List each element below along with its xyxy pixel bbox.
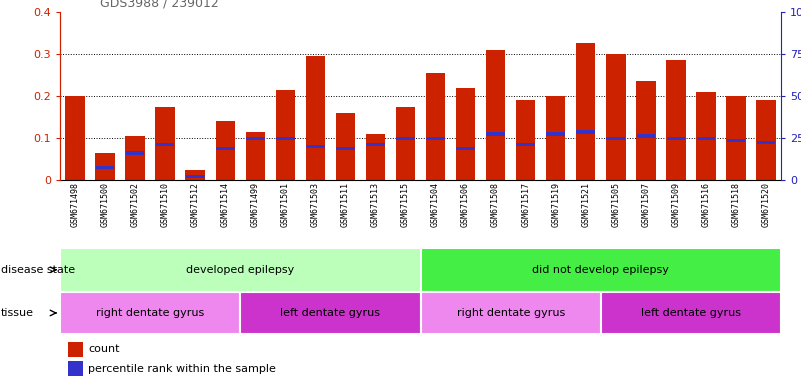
Bar (240, 292, 421, 334)
Text: GSM671517: GSM671517 (521, 182, 530, 227)
Bar (215, 121, 235, 180)
Bar (276, 137, 295, 140)
Text: GSM671521: GSM671521 (582, 182, 590, 227)
Bar (486, 132, 505, 136)
Text: GSM671510: GSM671510 (161, 182, 170, 227)
Text: disease state: disease state (1, 265, 75, 275)
Text: left dentate gyrus: left dentate gyrus (280, 308, 380, 318)
Bar (336, 113, 355, 180)
Bar (606, 137, 625, 140)
Bar (756, 100, 775, 180)
Text: GSM671520: GSM671520 (762, 182, 771, 227)
Bar (601, 292, 781, 334)
Bar (577, 130, 595, 134)
Bar (546, 132, 565, 136)
Bar (516, 100, 535, 180)
Text: GSM671513: GSM671513 (371, 182, 380, 227)
Bar (546, 96, 566, 180)
Bar (366, 134, 385, 180)
Bar (636, 81, 655, 180)
Bar (96, 166, 115, 169)
Bar (306, 145, 324, 148)
Bar (456, 88, 475, 180)
Bar (246, 137, 264, 140)
Text: right dentate gyrus: right dentate gyrus (457, 308, 565, 318)
Text: GSM671498: GSM671498 (70, 182, 79, 227)
Bar (727, 139, 745, 142)
Text: GSM671519: GSM671519 (551, 182, 560, 227)
Bar (486, 50, 505, 180)
Text: GSM671502: GSM671502 (131, 182, 139, 227)
Bar (396, 107, 415, 180)
Bar (666, 60, 686, 180)
Text: right dentate gyrus: right dentate gyrus (96, 308, 204, 318)
Text: GSM671500: GSM671500 (101, 182, 110, 227)
Text: left dentate gyrus: left dentate gyrus (641, 308, 741, 318)
Bar (421, 248, 781, 292)
Bar (576, 43, 595, 180)
Bar (155, 107, 175, 180)
Bar (126, 151, 144, 155)
Bar (396, 137, 415, 140)
Text: tissue: tissue (1, 308, 34, 318)
Bar (696, 92, 715, 180)
Text: count: count (88, 344, 119, 354)
Bar (457, 147, 475, 151)
Bar (306, 56, 325, 180)
Text: GSM671511: GSM671511 (341, 182, 350, 227)
Bar (666, 137, 685, 140)
Text: did not develop epilepsy: did not develop epilepsy (533, 265, 669, 275)
Bar (186, 170, 205, 180)
Bar (637, 134, 655, 138)
Bar (697, 137, 715, 140)
Bar (606, 54, 626, 180)
Text: developed epilepsy: developed epilepsy (186, 265, 295, 275)
Text: GSM671514: GSM671514 (221, 182, 230, 227)
Text: GSM671505: GSM671505 (611, 182, 620, 227)
Bar (757, 141, 775, 144)
Text: GSM671512: GSM671512 (191, 182, 199, 227)
Bar (126, 136, 145, 180)
Bar (727, 96, 746, 180)
Text: GDS3988 / 239012: GDS3988 / 239012 (100, 0, 219, 10)
Bar (246, 132, 265, 180)
Text: GSM671516: GSM671516 (702, 182, 710, 227)
Bar (426, 73, 445, 180)
Text: GSM671503: GSM671503 (311, 182, 320, 227)
Bar (186, 175, 204, 178)
Bar (60, 248, 421, 292)
Text: GSM671504: GSM671504 (431, 182, 440, 227)
Bar (426, 137, 445, 140)
Text: percentile rank within the sample: percentile rank within the sample (88, 364, 276, 374)
Bar (95, 153, 115, 180)
Text: GSM671506: GSM671506 (461, 182, 470, 227)
Text: GSM671518: GSM671518 (731, 182, 740, 227)
Bar (517, 143, 535, 146)
Bar (336, 147, 355, 151)
Text: GSM671499: GSM671499 (251, 182, 260, 227)
Text: GSM671508: GSM671508 (491, 182, 500, 227)
Text: GSM671509: GSM671509 (671, 182, 680, 227)
Bar (60, 292, 240, 334)
Bar (421, 292, 601, 334)
Bar (66, 96, 85, 180)
Bar (366, 143, 384, 146)
Text: GSM671507: GSM671507 (642, 182, 650, 227)
Bar (276, 90, 295, 180)
Text: GSM671501: GSM671501 (281, 182, 290, 227)
Bar (216, 147, 235, 151)
Text: GSM671515: GSM671515 (401, 182, 410, 227)
Bar (156, 143, 175, 146)
